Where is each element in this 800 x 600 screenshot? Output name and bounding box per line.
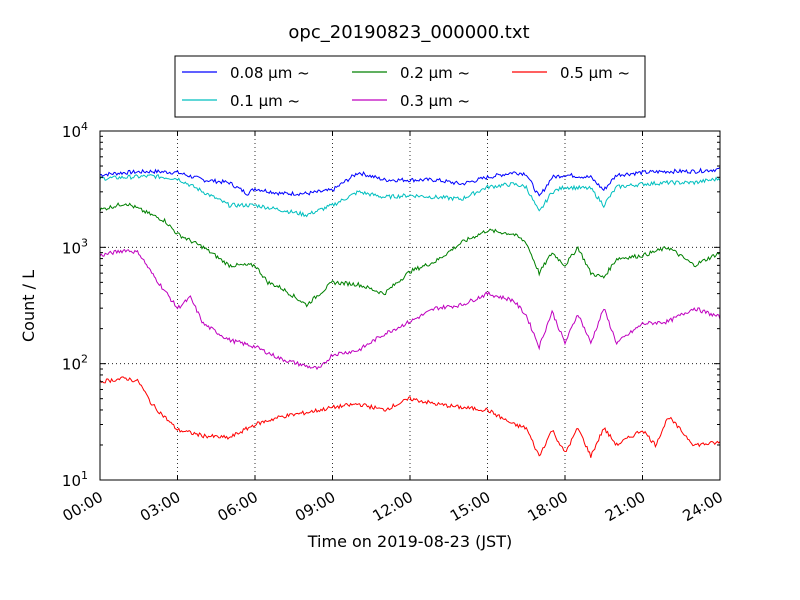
x-tick-label: 15:00 [447, 488, 493, 525]
legend-label: 0.08 μm ~ [230, 64, 310, 82]
y-tick-label: 101 [62, 469, 88, 490]
x-tick-label: 18:00 [525, 488, 571, 525]
series-line [99, 376, 721, 458]
x-tick-label: 03:00 [137, 488, 183, 525]
series-line [99, 166, 721, 197]
x-tick-label: 21:00 [602, 488, 648, 525]
y-axis-label: Count / L [19, 270, 38, 342]
legend-label: 0.2 μm ~ [400, 64, 470, 82]
x-tick-label: 00:00 [60, 488, 106, 525]
legend-label: 0.3 μm ~ [400, 92, 470, 110]
x-axis-label: Time on 2019-08-23 (JST) [307, 532, 512, 551]
y-tick-label: 102 [62, 353, 88, 374]
legend-label: 0.5 μm ~ [560, 64, 630, 82]
grid [100, 131, 720, 480]
series-line [99, 202, 721, 308]
x-tick-label: 06:00 [215, 488, 261, 525]
y-tick-label: 103 [62, 236, 88, 257]
chart-title: opc_20190823_000000.txt [288, 22, 529, 43]
series-line [99, 249, 721, 371]
x-tick-label: 12:00 [370, 488, 416, 525]
x-tick-label: 24:00 [680, 488, 726, 525]
legend: 0.08 μm ~ 0.1 μm ~ 0.2 μm ~ 0.3 μm ~ 0.5 μm … [174, 55, 646, 118]
y-tick-label: 104 [62, 120, 88, 141]
x-tick-label: 09:00 [292, 488, 338, 525]
legend-frame [174, 55, 646, 118]
series-line [99, 173, 721, 218]
legend-label: 0.1 μm ~ [230, 92, 300, 110]
